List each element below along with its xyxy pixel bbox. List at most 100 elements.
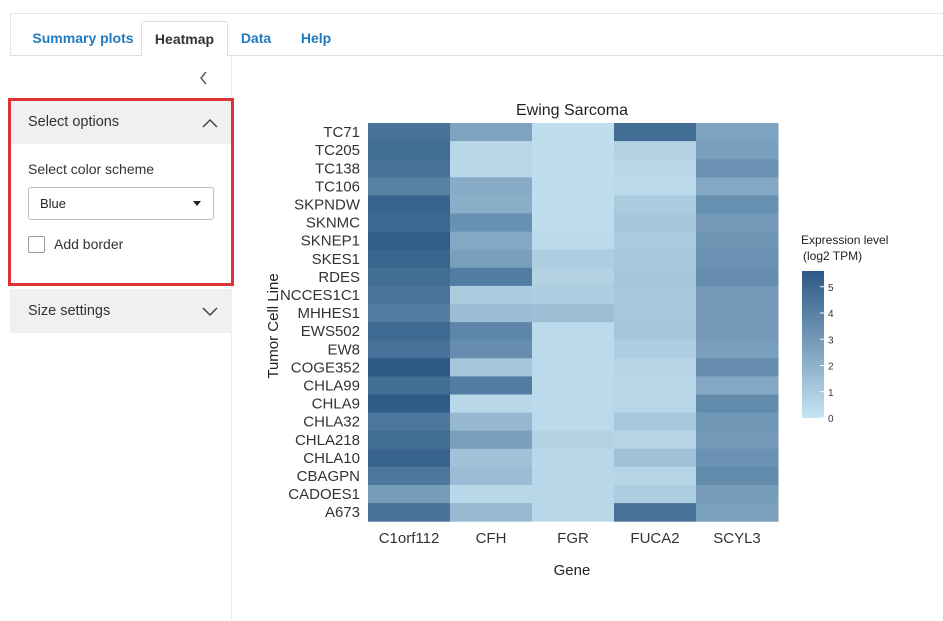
heatmap-cell — [614, 249, 697, 269]
heatmap-cell — [532, 412, 615, 432]
size-settings-header[interactable]: Size settings — [10, 289, 232, 333]
chart-title: Ewing Sarcoma — [516, 102, 628, 119]
heatmap-cell — [532, 285, 615, 305]
tab-data[interactable]: Data — [240, 30, 272, 46]
heatmap-cell — [532, 322, 615, 341]
legend-tick-label: 0 — [828, 414, 834, 425]
heatmap-cell — [368, 285, 451, 305]
y-tick-label: MHHES1 — [297, 305, 360, 322]
heatmap-cell — [450, 123, 533, 142]
heatmap-cell — [450, 340, 533, 359]
caret-down-icon — [193, 201, 201, 206]
add-border-checkbox[interactable] — [28, 236, 45, 253]
heatmap-cell — [614, 285, 697, 305]
heatmap-cell — [532, 430, 615, 450]
heatmap-cell — [614, 159, 697, 178]
y-tick-label: TC205 — [315, 142, 360, 159]
y-tick-label: CHLA99 — [303, 377, 360, 394]
y-tick-label: SKES1 — [312, 251, 360, 268]
heatmap-cell — [368, 304, 451, 323]
legend-tick-label: 5 — [828, 283, 834, 294]
heatmap-cell — [614, 322, 697, 341]
heatmap-cell — [696, 394, 779, 414]
y-tick-label: EWS502 — [301, 323, 360, 340]
y-tick-label: SKPNDW — [294, 196, 361, 213]
heatmap-cell — [614, 195, 697, 214]
y-tick-label: COGE352 — [291, 359, 360, 376]
heatmap-cell — [696, 340, 779, 359]
heatmap-cell — [614, 448, 697, 468]
heatmap-cell — [532, 195, 615, 214]
heatmap-cell — [368, 448, 451, 468]
heatmap-cell — [696, 195, 779, 214]
heatmap-cell — [450, 503, 533, 522]
heatmap-cell — [696, 412, 779, 432]
chevron-up-icon — [202, 100, 218, 144]
x-tick-label: FGR — [557, 530, 589, 547]
heatmap-cell — [696, 249, 779, 269]
chevron-left-icon — [200, 71, 207, 85]
tab-summary-plots[interactable]: Summary plots — [32, 30, 134, 46]
heatmap-cell — [532, 159, 615, 178]
heatmap-cell — [532, 304, 615, 323]
heatmap-cell — [614, 376, 697, 395]
color-scheme-select[interactable]: Blue — [28, 187, 214, 220]
heatmap-cell — [614, 358, 697, 377]
select-options-header[interactable]: Select options — [10, 100, 232, 144]
heatmap-cell — [614, 141, 697, 160]
color-scheme-label: Select color scheme — [28, 161, 155, 177]
heatmap-cell — [614, 267, 697, 287]
add-border-label[interactable]: Add border — [54, 236, 124, 252]
heatmap-cell — [614, 213, 697, 233]
y-tick-label: CHLA10 — [303, 450, 360, 467]
y-tick-label: CHLA32 — [303, 414, 360, 431]
heatmap-cell — [450, 466, 533, 486]
y-tick-label: TC71 — [323, 124, 360, 141]
heatmap-cell — [532, 213, 615, 233]
heatmap-cell — [450, 358, 533, 377]
legend-tick-label: 3 — [828, 335, 834, 346]
heatmap-cell — [450, 304, 533, 323]
tab-heatmap[interactable]: Heatmap — [141, 21, 228, 57]
heatmap-cell — [532, 231, 615, 251]
heatmap-cell — [614, 503, 697, 522]
heatmap-cell — [368, 141, 451, 160]
x-axis-label: Gene — [554, 562, 591, 579]
heatmap-cell — [368, 159, 451, 178]
heatmap-cell — [450, 141, 533, 160]
heatmap-cell — [532, 503, 615, 522]
y-tick-label: TC106 — [315, 178, 360, 195]
y-tick-label: SKNEP1 — [301, 233, 360, 250]
heatmap-cell — [532, 177, 615, 196]
heatmap-cell — [696, 376, 779, 395]
collapse-sidebar-button[interactable] — [190, 66, 218, 90]
heatmap-cell — [450, 285, 533, 305]
heatmap-cell — [614, 304, 697, 323]
legend-title-line1: Expression level — [801, 233, 888, 247]
heatmap-cell — [450, 485, 533, 504]
legend-title-line2: (log2 TPM) — [803, 249, 862, 263]
heatmap-cell — [696, 177, 779, 196]
x-tick-label: CFH — [476, 530, 507, 547]
tab-help[interactable]: Help — [300, 30, 332, 46]
heatmap-cell — [696, 448, 779, 468]
sidebar — [10, 56, 232, 621]
y-tick-label: A673 — [325, 504, 360, 521]
heatmap-cell — [696, 304, 779, 323]
heatmap-cell — [696, 322, 779, 341]
heatmap-cell — [450, 394, 533, 414]
heatmap-cell — [696, 231, 779, 251]
heatmap-cell — [368, 358, 451, 377]
heatmap-cell — [450, 412, 533, 432]
heatmap-cell — [532, 267, 615, 287]
heatmap-cell — [614, 177, 697, 196]
x-tick-label: FUCA2 — [630, 530, 679, 547]
tab-bar: Summary plots Heatmap Data Help — [10, 21, 943, 57]
y-tick-label: CHLA9 — [312, 396, 360, 413]
heatmap-cell — [532, 249, 615, 269]
x-tick-label: C1orf112 — [379, 530, 440, 547]
heatmap-cell — [368, 322, 451, 341]
heatmap-cell — [368, 485, 451, 504]
heatmap-cell — [450, 322, 533, 341]
